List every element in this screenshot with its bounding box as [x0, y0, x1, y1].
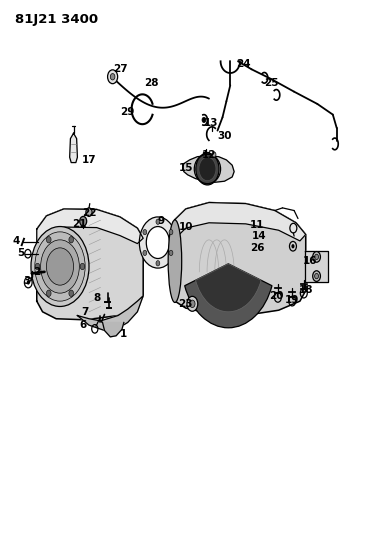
Polygon shape	[305, 251, 328, 282]
Circle shape	[31, 227, 89, 306]
Circle shape	[108, 70, 118, 84]
Text: 5: 5	[18, 248, 25, 258]
Circle shape	[146, 227, 170, 259]
Text: 22: 22	[82, 208, 96, 218]
Circle shape	[202, 117, 206, 123]
Circle shape	[110, 74, 115, 80]
Text: 29: 29	[120, 107, 135, 117]
Text: 7: 7	[81, 307, 89, 317]
Circle shape	[69, 237, 74, 243]
Circle shape	[315, 273, 319, 279]
Circle shape	[199, 157, 216, 181]
Circle shape	[143, 229, 147, 235]
Circle shape	[143, 250, 147, 255]
Text: 30: 30	[217, 131, 232, 141]
Text: 10: 10	[178, 222, 193, 231]
Circle shape	[46, 248, 74, 285]
Text: 8: 8	[93, 294, 100, 303]
Polygon shape	[103, 322, 124, 337]
Text: 28: 28	[144, 78, 158, 87]
Text: 2: 2	[33, 267, 40, 277]
Text: 81J21 3400: 81J21 3400	[15, 13, 99, 26]
Circle shape	[187, 296, 198, 311]
Text: 18: 18	[298, 286, 313, 295]
Text: 16: 16	[302, 256, 317, 266]
Polygon shape	[175, 203, 306, 316]
Circle shape	[156, 261, 160, 266]
Polygon shape	[183, 156, 234, 182]
Circle shape	[80, 216, 87, 226]
Polygon shape	[203, 152, 209, 156]
Circle shape	[291, 244, 295, 248]
Text: 26: 26	[250, 243, 265, 253]
Text: 15: 15	[178, 163, 193, 173]
Circle shape	[315, 254, 319, 260]
Text: 25: 25	[264, 78, 278, 87]
Circle shape	[313, 252, 320, 262]
Circle shape	[80, 263, 85, 270]
Text: 20: 20	[269, 291, 284, 301]
Text: 13: 13	[204, 118, 218, 127]
Wedge shape	[185, 264, 272, 328]
Circle shape	[86, 208, 92, 216]
Circle shape	[46, 290, 51, 296]
Circle shape	[41, 240, 79, 293]
Circle shape	[190, 300, 195, 308]
Polygon shape	[77, 296, 143, 330]
Circle shape	[196, 153, 219, 185]
Text: 12: 12	[202, 150, 216, 159]
Text: 19: 19	[285, 295, 300, 304]
Circle shape	[46, 237, 51, 243]
Text: 17: 17	[82, 155, 96, 165]
Text: 24: 24	[236, 59, 251, 69]
Circle shape	[139, 217, 176, 268]
Polygon shape	[37, 209, 143, 320]
Circle shape	[27, 280, 30, 285]
Text: 14: 14	[252, 231, 267, 240]
Circle shape	[313, 271, 320, 281]
Circle shape	[169, 250, 173, 255]
Text: 1: 1	[120, 329, 127, 339]
Wedge shape	[195, 264, 261, 312]
Circle shape	[156, 219, 160, 224]
Polygon shape	[70, 133, 77, 163]
Circle shape	[69, 290, 74, 296]
Polygon shape	[37, 209, 143, 245]
Circle shape	[212, 152, 216, 157]
Circle shape	[35, 232, 85, 301]
Circle shape	[35, 263, 40, 270]
Text: 3: 3	[24, 277, 31, 286]
Text: 23: 23	[178, 299, 192, 309]
Polygon shape	[175, 203, 306, 241]
Text: 11: 11	[250, 221, 265, 230]
Text: 9: 9	[157, 216, 164, 226]
Ellipse shape	[168, 220, 182, 303]
Text: 21: 21	[72, 219, 87, 229]
Text: 6: 6	[80, 320, 87, 330]
Circle shape	[169, 229, 173, 235]
Text: 4: 4	[12, 236, 20, 246]
Text: 27: 27	[113, 64, 127, 74]
